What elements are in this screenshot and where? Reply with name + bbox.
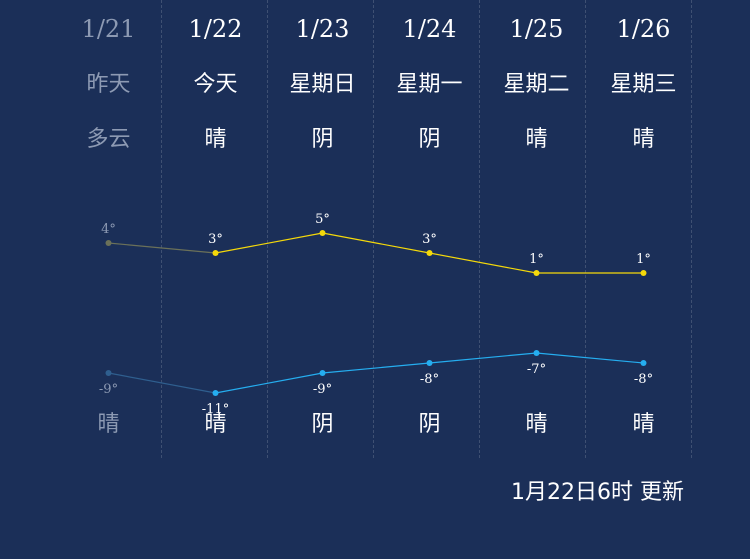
low-temp-label: -9°: [313, 382, 332, 397]
day-column: 1/24 星期一阴阴: [376, 0, 483, 458]
high-temp-point: [533, 270, 540, 276]
night-weather: 晴: [204, 412, 227, 437]
high-temp-label: 5°: [315, 212, 330, 227]
low-temp-point: [319, 370, 326, 376]
high-temp-label: 3°: [422, 232, 437, 247]
night-weather: 阴: [311, 412, 334, 437]
night-weather: 晴: [525, 412, 548, 437]
day-date: 1/25: [509, 15, 564, 43]
low-temp-segment: [429, 352, 537, 364]
high-temp-label: 4°: [101, 222, 116, 237]
day-date: 1/22: [188, 15, 243, 43]
day-weekday: 星期二: [503, 72, 570, 97]
low-temp-segment: [108, 372, 216, 394]
day-weather: 阴: [311, 127, 334, 152]
day-weekday: 星期一: [396, 72, 463, 97]
night-weather: 晴: [632, 412, 655, 437]
low-temp-segment: [322, 362, 430, 374]
high-temp-label: 3°: [208, 232, 223, 247]
high-temp-segment: [215, 232, 323, 254]
low-temp-label: -8°: [420, 372, 439, 387]
low-temp-label: -9°: [99, 382, 118, 397]
day-column: 1/26 星期三晴晴: [590, 0, 697, 458]
day-weekday: 星期三: [610, 72, 677, 97]
low-temp-point: [212, 390, 219, 396]
column-divider: [161, 0, 162, 458]
high-temp-segment: [322, 232, 430, 254]
low-temp-segment: [536, 352, 644, 364]
high-temp-point: [319, 230, 326, 236]
day-date: 1/26: [616, 15, 671, 43]
low-temp-point: [105, 370, 112, 376]
high-temp-label: 1°: [636, 252, 651, 267]
high-temp-segment: [108, 242, 216, 254]
low-temp-point: [533, 350, 540, 356]
day-weekday: 星期日: [289, 72, 356, 97]
day-date: 1/23: [295, 15, 350, 43]
day-column: 1/25 星期二晴晴: [483, 0, 590, 458]
low-temp-label: -11°: [202, 402, 229, 417]
low-temp-point: [640, 360, 647, 366]
column-divider: [585, 0, 586, 458]
day-weather: 多云: [86, 127, 131, 152]
day-weather: 晴: [632, 127, 655, 152]
day-weather: 阴: [418, 127, 441, 152]
column-divider: [373, 0, 374, 458]
low-temp-label: -7°: [527, 362, 546, 377]
high-temp-point: [640, 270, 647, 276]
high-temp-label: 1°: [529, 252, 544, 267]
low-temp-segment: [215, 372, 323, 394]
update-time: 1月22日6时 更新: [511, 480, 684, 505]
day-column: 1/22 今天晴晴: [162, 0, 269, 458]
high-temp-point: [105, 240, 112, 246]
day-date: 1/24: [402, 15, 457, 43]
night-weather: 阴: [418, 412, 441, 437]
high-temp-point: [212, 250, 219, 256]
high-temp-point: [426, 250, 433, 256]
day-column: 1/21 昨天多云晴: [55, 0, 162, 458]
day-weekday: 今天: [193, 72, 238, 97]
column-divider: [691, 0, 692, 458]
day-weather: 晴: [204, 127, 227, 152]
day-column: 1/23 星期日阴阴: [269, 0, 376, 458]
day-weather: 晴: [525, 127, 548, 152]
night-weather: 晴: [97, 412, 120, 437]
low-temp-label: -8°: [634, 372, 653, 387]
day-date: 1/21: [81, 15, 136, 43]
low-temp-point: [426, 360, 433, 366]
column-divider: [479, 0, 480, 458]
day-weekday: 昨天: [86, 72, 131, 97]
high-temp-segment: [429, 252, 537, 274]
column-divider: [267, 0, 268, 458]
